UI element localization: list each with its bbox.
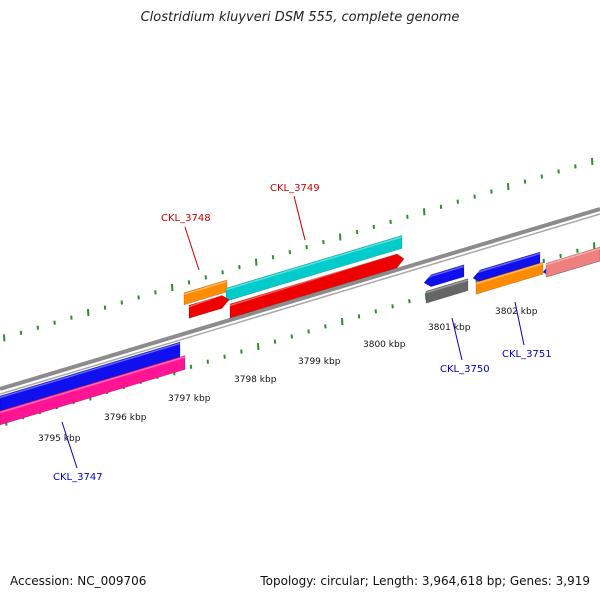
- gene-red-small[interactable]: [188, 295, 230, 319]
- accession-label: Accession: NC_009706: [10, 574, 147, 588]
- gene-label-leader: [514, 301, 525, 346]
- gene-CKL-3750-grey-highlight: [425, 279, 469, 294]
- gene-CKL-3748-orange-highlight: [183, 280, 228, 296]
- backbone-line-inner: [0, 213, 600, 395]
- gene-label[interactable]: CKL_3749: [270, 183, 320, 194]
- backbone-line-outer: [0, 207, 600, 391]
- gene-CKL-3750-grey[interactable]: [425, 278, 469, 304]
- gene-label[interactable]: CKL_3747: [53, 472, 103, 483]
- scale-label: 3800 kbp: [363, 340, 406, 350]
- gene-label-leader: [293, 195, 306, 241]
- gene-label-leader: [451, 317, 463, 361]
- gene-red-large[interactable]: [229, 253, 405, 319]
- gene-blue-medium-highlight: [472, 252, 541, 275]
- gene-pink-highlight: [0, 356, 186, 414]
- gene-label-leader: [184, 226, 200, 271]
- gene-CKL-3749-cyan[interactable]: [225, 234, 403, 302]
- gene-CKL-3751-orange-highlight: [475, 262, 544, 285]
- scale-label: 3795 kbp: [38, 434, 81, 444]
- scale-label: 3798 kbp: [234, 375, 277, 385]
- gene-blue-medium[interactable]: [472, 251, 541, 283]
- gene-red-small-highlight: [188, 294, 223, 308]
- gene-CKL-3748-orange[interactable]: [183, 279, 228, 306]
- gene-label[interactable]: CKL_3750: [440, 364, 490, 375]
- gene-CKL-3749-cyan-highlight: [225, 236, 403, 291]
- scale-label: 3799 kbp: [298, 357, 341, 367]
- gene-salmon[interactable]: [545, 246, 600, 278]
- gene-blue-short-highlight: [423, 265, 465, 280]
- gene-pink[interactable]: [0, 355, 186, 426]
- scale-label: 3796 kbp: [104, 413, 147, 423]
- genome-stats-label: Topology: circular; Length: 3,964,618 bp…: [260, 574, 590, 588]
- gene-CKL-3751-orange[interactable]: [475, 261, 544, 295]
- gene-salmon-highlight: [545, 247, 600, 266]
- gene-label-leader: [61, 421, 78, 469]
- gene-red-large-highlight: [229, 252, 398, 307]
- scale-label: 3801 kbp: [428, 323, 471, 333]
- gene-label[interactable]: CKL_3748: [161, 213, 211, 224]
- scale-label: 3802 kbp: [495, 307, 538, 317]
- map-title: Clostridium kluyveri DSM 555, complete g…: [140, 10, 460, 25]
- gene-blue-short[interactable]: [423, 264, 465, 288]
- gene-CKL-3747-blue-highlight: [0, 342, 181, 399]
- scale-label: 3797 kbp: [168, 394, 211, 404]
- gene-label[interactable]: CKL_3751: [502, 349, 552, 360]
